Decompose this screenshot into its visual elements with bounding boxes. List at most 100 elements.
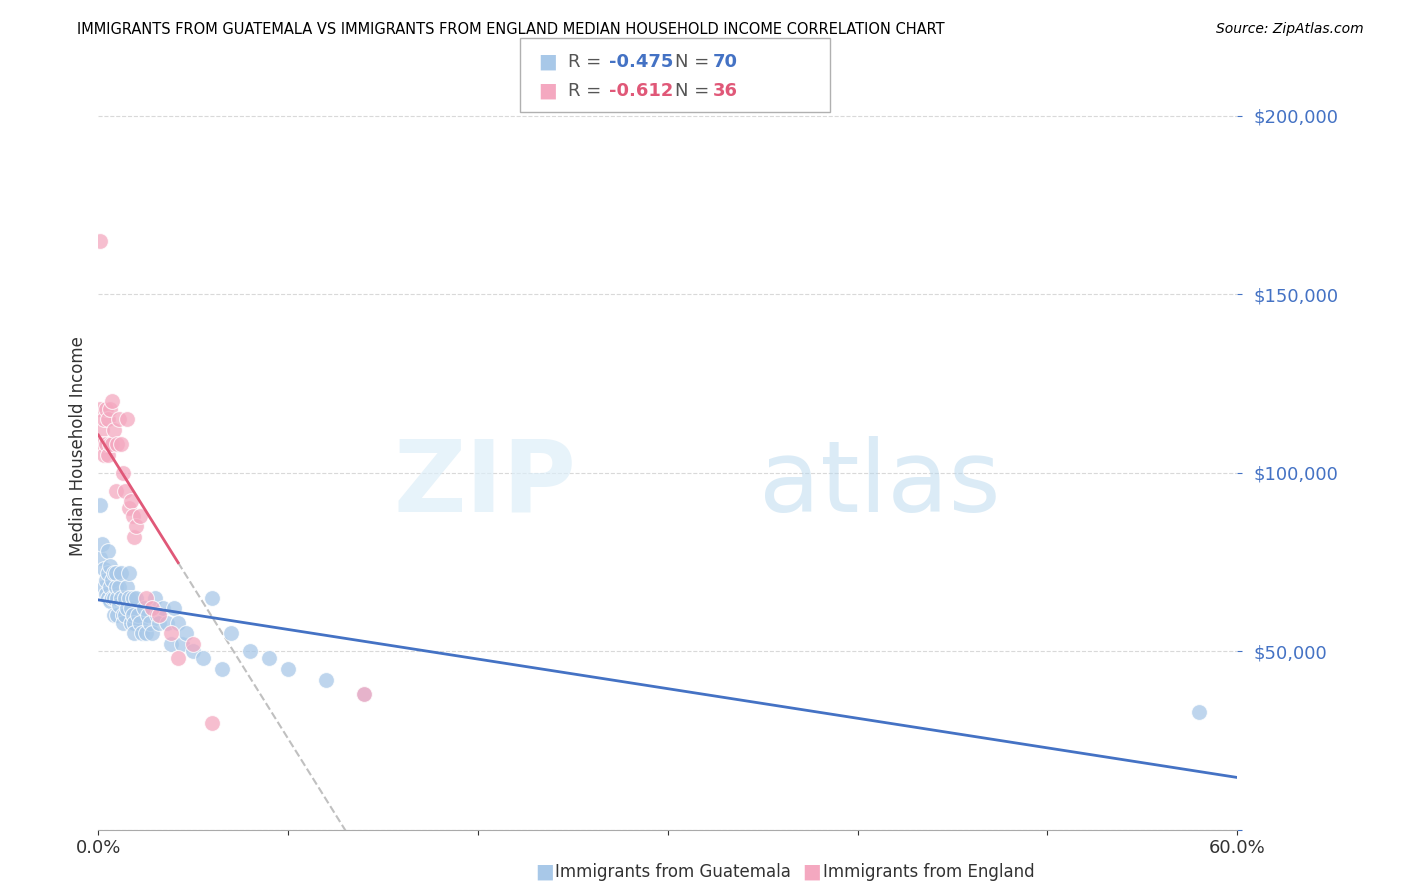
Text: ▪: ▪ [537, 47, 558, 76]
Point [124, 530, 146, 544]
Point [91, 537, 114, 551]
Point [121, 591, 143, 605]
Point [121, 608, 143, 623]
Point [353, 687, 375, 701]
Point [89, 401, 111, 416]
Point [120, 601, 142, 615]
Text: N =: N = [675, 53, 714, 70]
Point [124, 615, 146, 630]
Point [211, 662, 233, 676]
Point [97, 544, 120, 558]
Point [148, 615, 170, 630]
Point [89, 498, 111, 512]
Point [112, 615, 135, 630]
Point [98, 401, 121, 416]
Text: -0.612: -0.612 [609, 82, 673, 100]
Point [93, 580, 115, 594]
Point [127, 608, 149, 623]
Point [259, 651, 281, 665]
Point [114, 591, 136, 605]
Text: atlas: atlas [759, 436, 1001, 533]
Point [118, 566, 141, 580]
Text: -0.475: -0.475 [609, 53, 673, 70]
Point [114, 483, 136, 498]
Point [141, 626, 163, 640]
Point [97, 566, 120, 580]
Point [94, 437, 117, 451]
Point [167, 651, 190, 665]
Point [118, 591, 141, 605]
Point [98, 594, 121, 608]
Point [201, 591, 224, 605]
Point [191, 651, 214, 665]
Point [201, 715, 224, 730]
Point [183, 644, 205, 658]
Text: 36: 36 [713, 82, 738, 100]
Point [98, 437, 121, 451]
Point [125, 519, 148, 533]
Point [125, 591, 148, 605]
Point [1188, 705, 1211, 719]
Point [159, 637, 181, 651]
Point [277, 662, 299, 676]
Point [104, 566, 127, 580]
Point [89, 551, 111, 566]
Text: R =: R = [568, 53, 607, 70]
Point [239, 644, 262, 658]
Point [221, 626, 243, 640]
Point [110, 591, 132, 605]
Point [145, 591, 167, 605]
Point [115, 580, 138, 594]
Point [91, 437, 114, 451]
Point [103, 566, 125, 580]
Point [103, 591, 125, 605]
Point [115, 412, 138, 426]
Point [97, 412, 120, 426]
Point [114, 608, 136, 623]
Point [100, 394, 122, 409]
Point [103, 608, 125, 623]
Point [108, 598, 131, 612]
Point [94, 401, 117, 416]
Point [108, 412, 131, 426]
Point [129, 508, 152, 523]
Point [146, 608, 169, 623]
Point [156, 615, 179, 630]
Point [107, 608, 129, 623]
Point [148, 608, 170, 623]
Text: ▪: ▪ [801, 858, 823, 887]
Point [107, 591, 129, 605]
Point [163, 601, 186, 615]
Point [138, 615, 160, 630]
Point [136, 608, 159, 623]
Point [118, 501, 141, 516]
Point [174, 626, 197, 640]
Point [89, 234, 111, 248]
Point [91, 423, 114, 437]
Point [100, 573, 122, 587]
Point [107, 437, 129, 451]
Point [104, 483, 127, 498]
Point [152, 601, 174, 615]
Point [93, 412, 115, 426]
Text: ▪: ▪ [537, 77, 558, 105]
Text: Immigrants from Guatemala: Immigrants from Guatemala [555, 863, 792, 881]
Point [170, 637, 193, 651]
Point [167, 615, 190, 630]
Point [98, 580, 121, 594]
Point [353, 687, 375, 701]
Point [108, 580, 131, 594]
Point [110, 437, 132, 451]
Point [120, 494, 142, 508]
Point [159, 626, 181, 640]
Point [103, 423, 125, 437]
Y-axis label: Median Household Income: Median Household Income [69, 336, 87, 556]
Point [121, 508, 143, 523]
Point [97, 448, 120, 462]
Point [112, 466, 135, 480]
Point [100, 591, 122, 605]
Text: R =: R = [568, 82, 607, 100]
Point [97, 591, 120, 605]
Text: IMMIGRANTS FROM GUATEMALA VS IMMIGRANTS FROM ENGLAND MEDIAN HOUSEHOLD INCOME COR: IMMIGRANTS FROM GUATEMALA VS IMMIGRANTS … [77, 22, 945, 37]
Point [93, 562, 115, 576]
